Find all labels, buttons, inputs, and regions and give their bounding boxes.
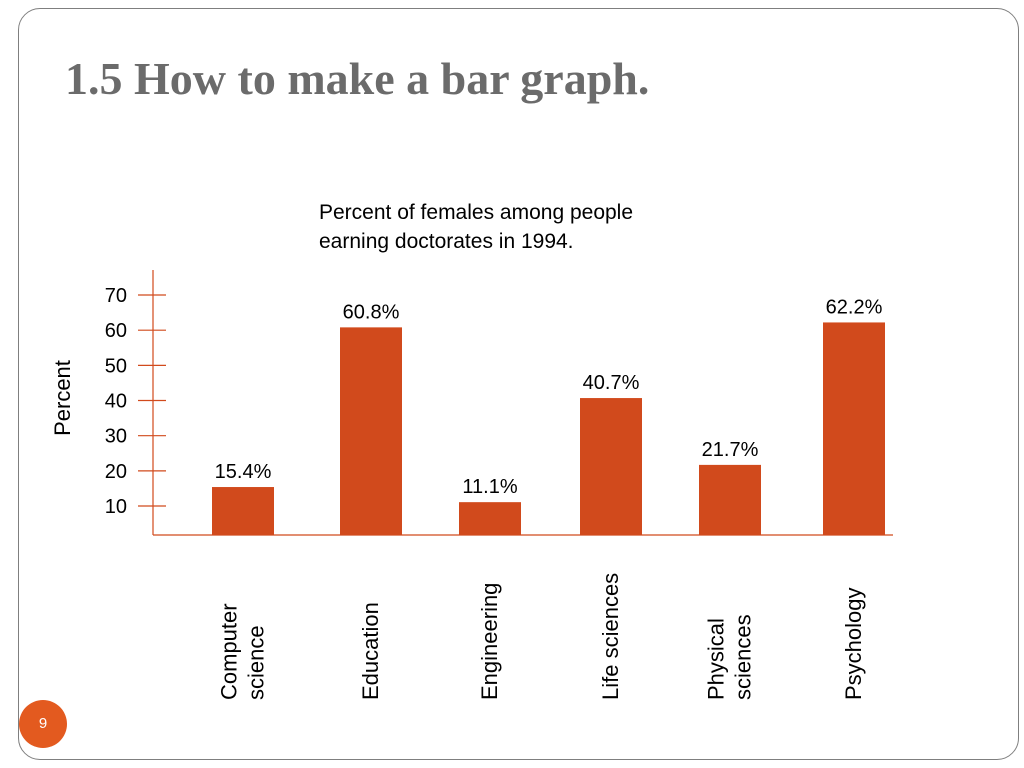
bar <box>823 322 885 535</box>
category-label: sciences <box>731 614 756 700</box>
y-tick-label: 10 <box>105 496 127 518</box>
y-axis-label: Percent <box>50 360 75 436</box>
category-label: science <box>244 625 269 700</box>
category-label: Education <box>358 602 383 700</box>
chart-title: Percent of females among people earning … <box>319 198 739 256</box>
slide-title: 1.5 How to make a bar graph. <box>65 53 650 104</box>
bar-value-label: 21.7% <box>702 439 759 461</box>
bar-value-label: 40.7% <box>583 372 640 394</box>
category-label: Psychology <box>841 587 866 700</box>
bar-value-label: 11.1% <box>462 476 517 498</box>
y-tick-label: 30 <box>105 426 127 448</box>
bar-value-label: 62.2% <box>826 296 883 318</box>
category-label: Physical <box>704 618 729 700</box>
category-label: Engineering <box>477 583 502 700</box>
y-tick-label: 60 <box>105 320 127 342</box>
bar <box>212 487 274 535</box>
chart-title-line-1: Percent of females among people <box>319 201 634 224</box>
y-tick-label: 40 <box>105 391 127 413</box>
y-tick-label: 70 <box>105 285 127 307</box>
chart-title-line-2: earning doctorates in 1994. <box>319 230 574 253</box>
page-number-badge: 9 <box>19 700 67 748</box>
bar <box>459 502 521 535</box>
y-tick-label: 50 <box>105 355 127 377</box>
bar-value-label: 60.8% <box>343 301 400 323</box>
y-tick-label: 20 <box>105 461 127 483</box>
bar-value-label: 15.4% <box>215 461 272 483</box>
slide-frame <box>18 8 1019 760</box>
category-label: Computer <box>217 603 242 700</box>
bar <box>699 464 761 535</box>
category-label: Life sciences <box>598 573 623 700</box>
bar <box>340 327 402 535</box>
bar <box>580 398 642 535</box>
